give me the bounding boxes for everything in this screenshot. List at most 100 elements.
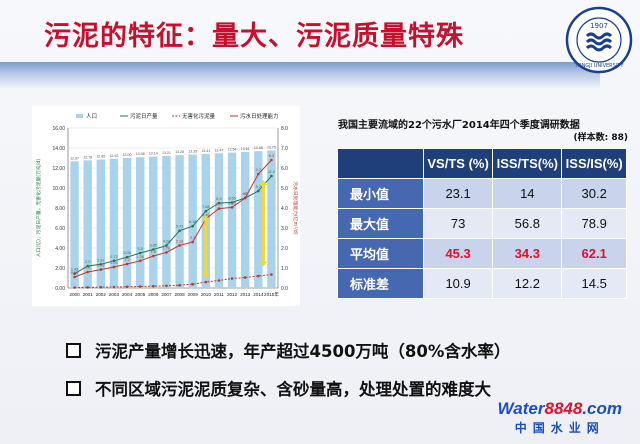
data-point xyxy=(204,209,208,213)
bar-data-label: 13.41 xyxy=(201,149,210,153)
point-data-label: 2.2 xyxy=(85,260,90,264)
table-cell: 14.5 xyxy=(561,268,627,299)
point-data-label: 1.05 xyxy=(110,261,117,265)
data-point xyxy=(217,201,221,205)
y-right-tick-label: 2.0 xyxy=(281,246,288,252)
bar-data-label: 13.54 xyxy=(228,148,237,152)
bar-data-label: 12.85 xyxy=(96,155,105,159)
data-point xyxy=(217,279,221,282)
bar-data-label: 13.28 xyxy=(175,150,184,154)
table-row: 最小值 23.1 14 30.2 xyxy=(337,178,627,209)
bar xyxy=(254,151,263,288)
legend-swatch xyxy=(76,114,83,118)
point-data-label: 1.6 xyxy=(151,250,156,254)
data-point xyxy=(152,284,155,288)
table-cell: 23.1 xyxy=(422,178,494,209)
data-point xyxy=(73,272,76,275)
data-point xyxy=(138,251,142,255)
y-right-axis-label: 污水日处理能力(亿m³/d) xyxy=(292,181,299,235)
x-tick-label: 2006 xyxy=(148,292,159,297)
bar-data-label: 13.14 xyxy=(149,152,158,156)
bullet-item: 不同区域污泥泥质复杂、含砂量高，处理处置的难度大 xyxy=(66,376,510,400)
point-data-label: 0.8 xyxy=(85,266,90,270)
legend-label: 污水日处理能力 xyxy=(240,112,279,120)
table-row: 平均值 45.3 34.3 62.1 xyxy=(337,238,627,269)
point-data-label: 5.7 xyxy=(256,168,261,172)
data-point xyxy=(73,275,76,279)
bar xyxy=(149,156,158,288)
bar-data-label: 13.35 xyxy=(188,150,197,154)
data-point xyxy=(270,273,273,276)
point-data-label: 4.24 xyxy=(163,240,170,244)
gap-arrow-icon-head xyxy=(201,215,210,221)
bar xyxy=(96,159,106,288)
row-label: 最小值 xyxy=(337,178,424,209)
bar xyxy=(267,150,276,288)
bar-data-label: 12.67 xyxy=(70,156,79,160)
point-data-label: 2.72 xyxy=(110,255,117,259)
point-data-label: 1.2 xyxy=(124,258,129,262)
data-point xyxy=(165,251,168,254)
table-header-iss-ts: ISS/TS(%) xyxy=(492,148,563,179)
y-left-tick-label: 10.00 xyxy=(52,186,65,192)
data-point xyxy=(112,265,116,269)
y-left-tick-label: 6.00 xyxy=(55,226,65,232)
data-point xyxy=(138,285,142,288)
table-cell: 78.9 xyxy=(561,208,627,239)
bar-data-label: 12.76 xyxy=(83,155,92,159)
x-tick-label: 2001 xyxy=(83,292,94,297)
point-data-label: 3.97 xyxy=(215,203,222,207)
series-line xyxy=(74,159,272,278)
logo-year: 1907 xyxy=(590,22,608,30)
data-point xyxy=(257,172,260,176)
watermark-prefix: Water xyxy=(497,399,545,418)
chart-svg: 0.00 2.00 4.00 6.00 8.00 10.00 12.00 14.00 16.00… xyxy=(35,112,299,298)
legend-label: 污泥日产量 xyxy=(130,112,158,120)
row-label: 平均值 xyxy=(337,238,424,269)
table-cell: 45.3 xyxy=(422,238,494,269)
y-right-tick-label: 7.0 xyxy=(281,146,288,152)
gap-arrow-icon-head xyxy=(259,261,268,267)
point-data-label: 9 xyxy=(244,192,246,196)
x-tick-label: 2005 xyxy=(135,292,146,297)
table-header-vs-ts: VS/TS (%) xyxy=(422,148,494,179)
watermark-logo: Water8848.com xyxy=(498,399,622,419)
data-point xyxy=(191,224,194,228)
point-data-label: 4.03 xyxy=(228,201,235,205)
y-left-axis-label: 人口(亿)；污泥日产量，无害化污泥量(万吨/d) xyxy=(35,159,42,258)
data-point xyxy=(86,286,89,289)
data-point xyxy=(165,284,168,288)
data-point xyxy=(165,244,168,247)
table-cell: 34.3 xyxy=(492,238,563,269)
data-point xyxy=(99,268,103,271)
bar xyxy=(122,158,132,288)
bar xyxy=(162,155,171,288)
point-data-label: 9.7 xyxy=(256,185,261,189)
watermark-number: 8848 xyxy=(544,399,583,418)
y-left-tick-label: 4.00 xyxy=(55,246,65,252)
bar xyxy=(227,152,237,288)
x-tick-label: 2011 xyxy=(214,292,224,297)
data-point xyxy=(125,255,129,259)
point-data-label: 8.5 xyxy=(216,197,221,201)
x-tick-label: 2013 xyxy=(240,292,251,297)
bar xyxy=(135,157,145,288)
point-data-label: 3.5 xyxy=(138,247,143,251)
bar-data-label: 13.68 xyxy=(254,146,263,150)
bar xyxy=(83,160,92,288)
table-sample-size: (样本数: 88) xyxy=(573,133,628,143)
table-header-iss-is: ISS/IS(%) xyxy=(561,148,627,179)
x-tick-label: 2009 xyxy=(188,292,199,297)
data-point xyxy=(191,240,194,244)
point-data-label: 3.08 xyxy=(123,251,130,255)
x-tick-label: 2007 xyxy=(161,292,172,297)
data-point xyxy=(230,277,234,280)
data-point xyxy=(178,283,181,287)
bar-data-label: 13.08 xyxy=(136,152,145,156)
table-cell: 10.9 xyxy=(422,268,494,299)
bar-data-label: 13.61 xyxy=(241,147,250,151)
point-data-label: 1.78 xyxy=(163,246,170,250)
table-cell: 62.1 xyxy=(561,238,627,269)
x-tick-label: 2002 xyxy=(96,292,107,297)
